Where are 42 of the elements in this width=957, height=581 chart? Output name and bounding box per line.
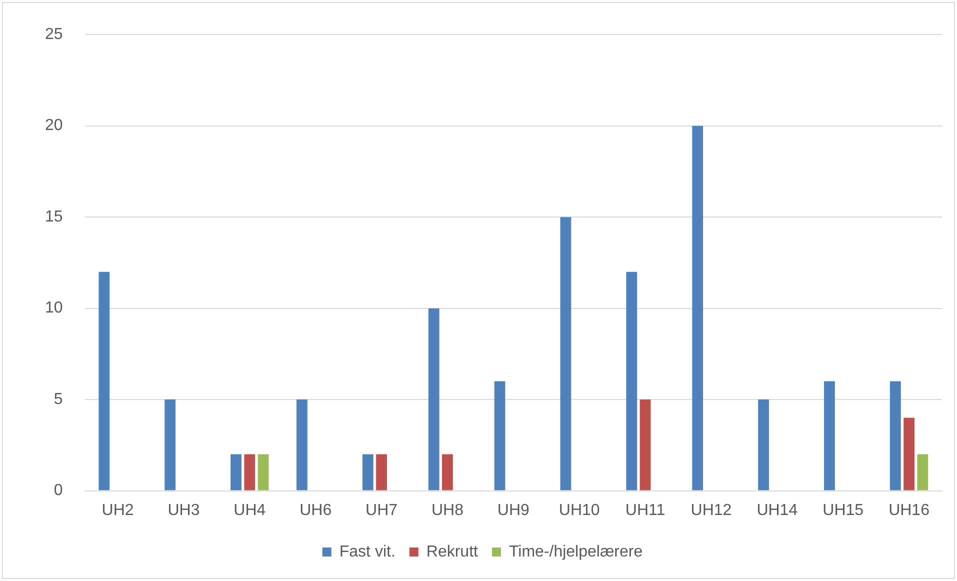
x-tick-label: UH4 — [234, 502, 266, 519]
y-tick-label: 5 — [54, 390, 63, 408]
bar — [890, 381, 901, 490]
x-tick-label: UH12 — [690, 502, 732, 519]
bar — [164, 400, 176, 490]
y-tick-label: 0 — [54, 482, 63, 500]
bar — [244, 454, 256, 490]
bar — [98, 272, 110, 490]
y-tick-label: 15 — [45, 208, 63, 226]
y-tick-label: 20 — [45, 117, 63, 134]
bar — [494, 381, 506, 490]
x-tick-label: UH10 — [558, 502, 600, 519]
x-tick-label: UH2 — [102, 502, 134, 519]
y-tick-label: 10 — [45, 300, 63, 317]
legend-label: Fast vit. — [339, 543, 396, 560]
bar — [296, 400, 308, 490]
bar — [362, 454, 374, 490]
bar — [376, 454, 387, 490]
bar — [824, 381, 835, 490]
bar — [640, 400, 651, 490]
bar — [560, 217, 572, 490]
bar — [626, 272, 638, 490]
bar — [442, 454, 453, 490]
x-tick-label: UH16 — [888, 502, 930, 519]
x-tick-label: UH14 — [756, 502, 798, 519]
bar — [692, 126, 704, 490]
bar — [258, 454, 269, 490]
x-tick-label: UH15 — [822, 502, 864, 519]
y-tick-label: 25 — [45, 26, 63, 44]
bar — [758, 400, 769, 490]
bar — [428, 308, 440, 490]
bar — [904, 418, 914, 490]
x-tick-label: UH3 — [168, 502, 200, 519]
legend-label: Rekrutt — [426, 543, 479, 560]
x-tick-label: UH11 — [625, 502, 666, 519]
x-tick-label: UH9 — [497, 502, 530, 519]
bar — [917, 454, 928, 490]
bar — [230, 454, 242, 490]
x-tick-label: UH6 — [300, 502, 332, 519]
legend-label: Time-/hjelpelærere — [508, 543, 643, 560]
x-tick-label: UH7 — [366, 502, 398, 519]
x-tick-label: UH8 — [431, 502, 464, 519]
